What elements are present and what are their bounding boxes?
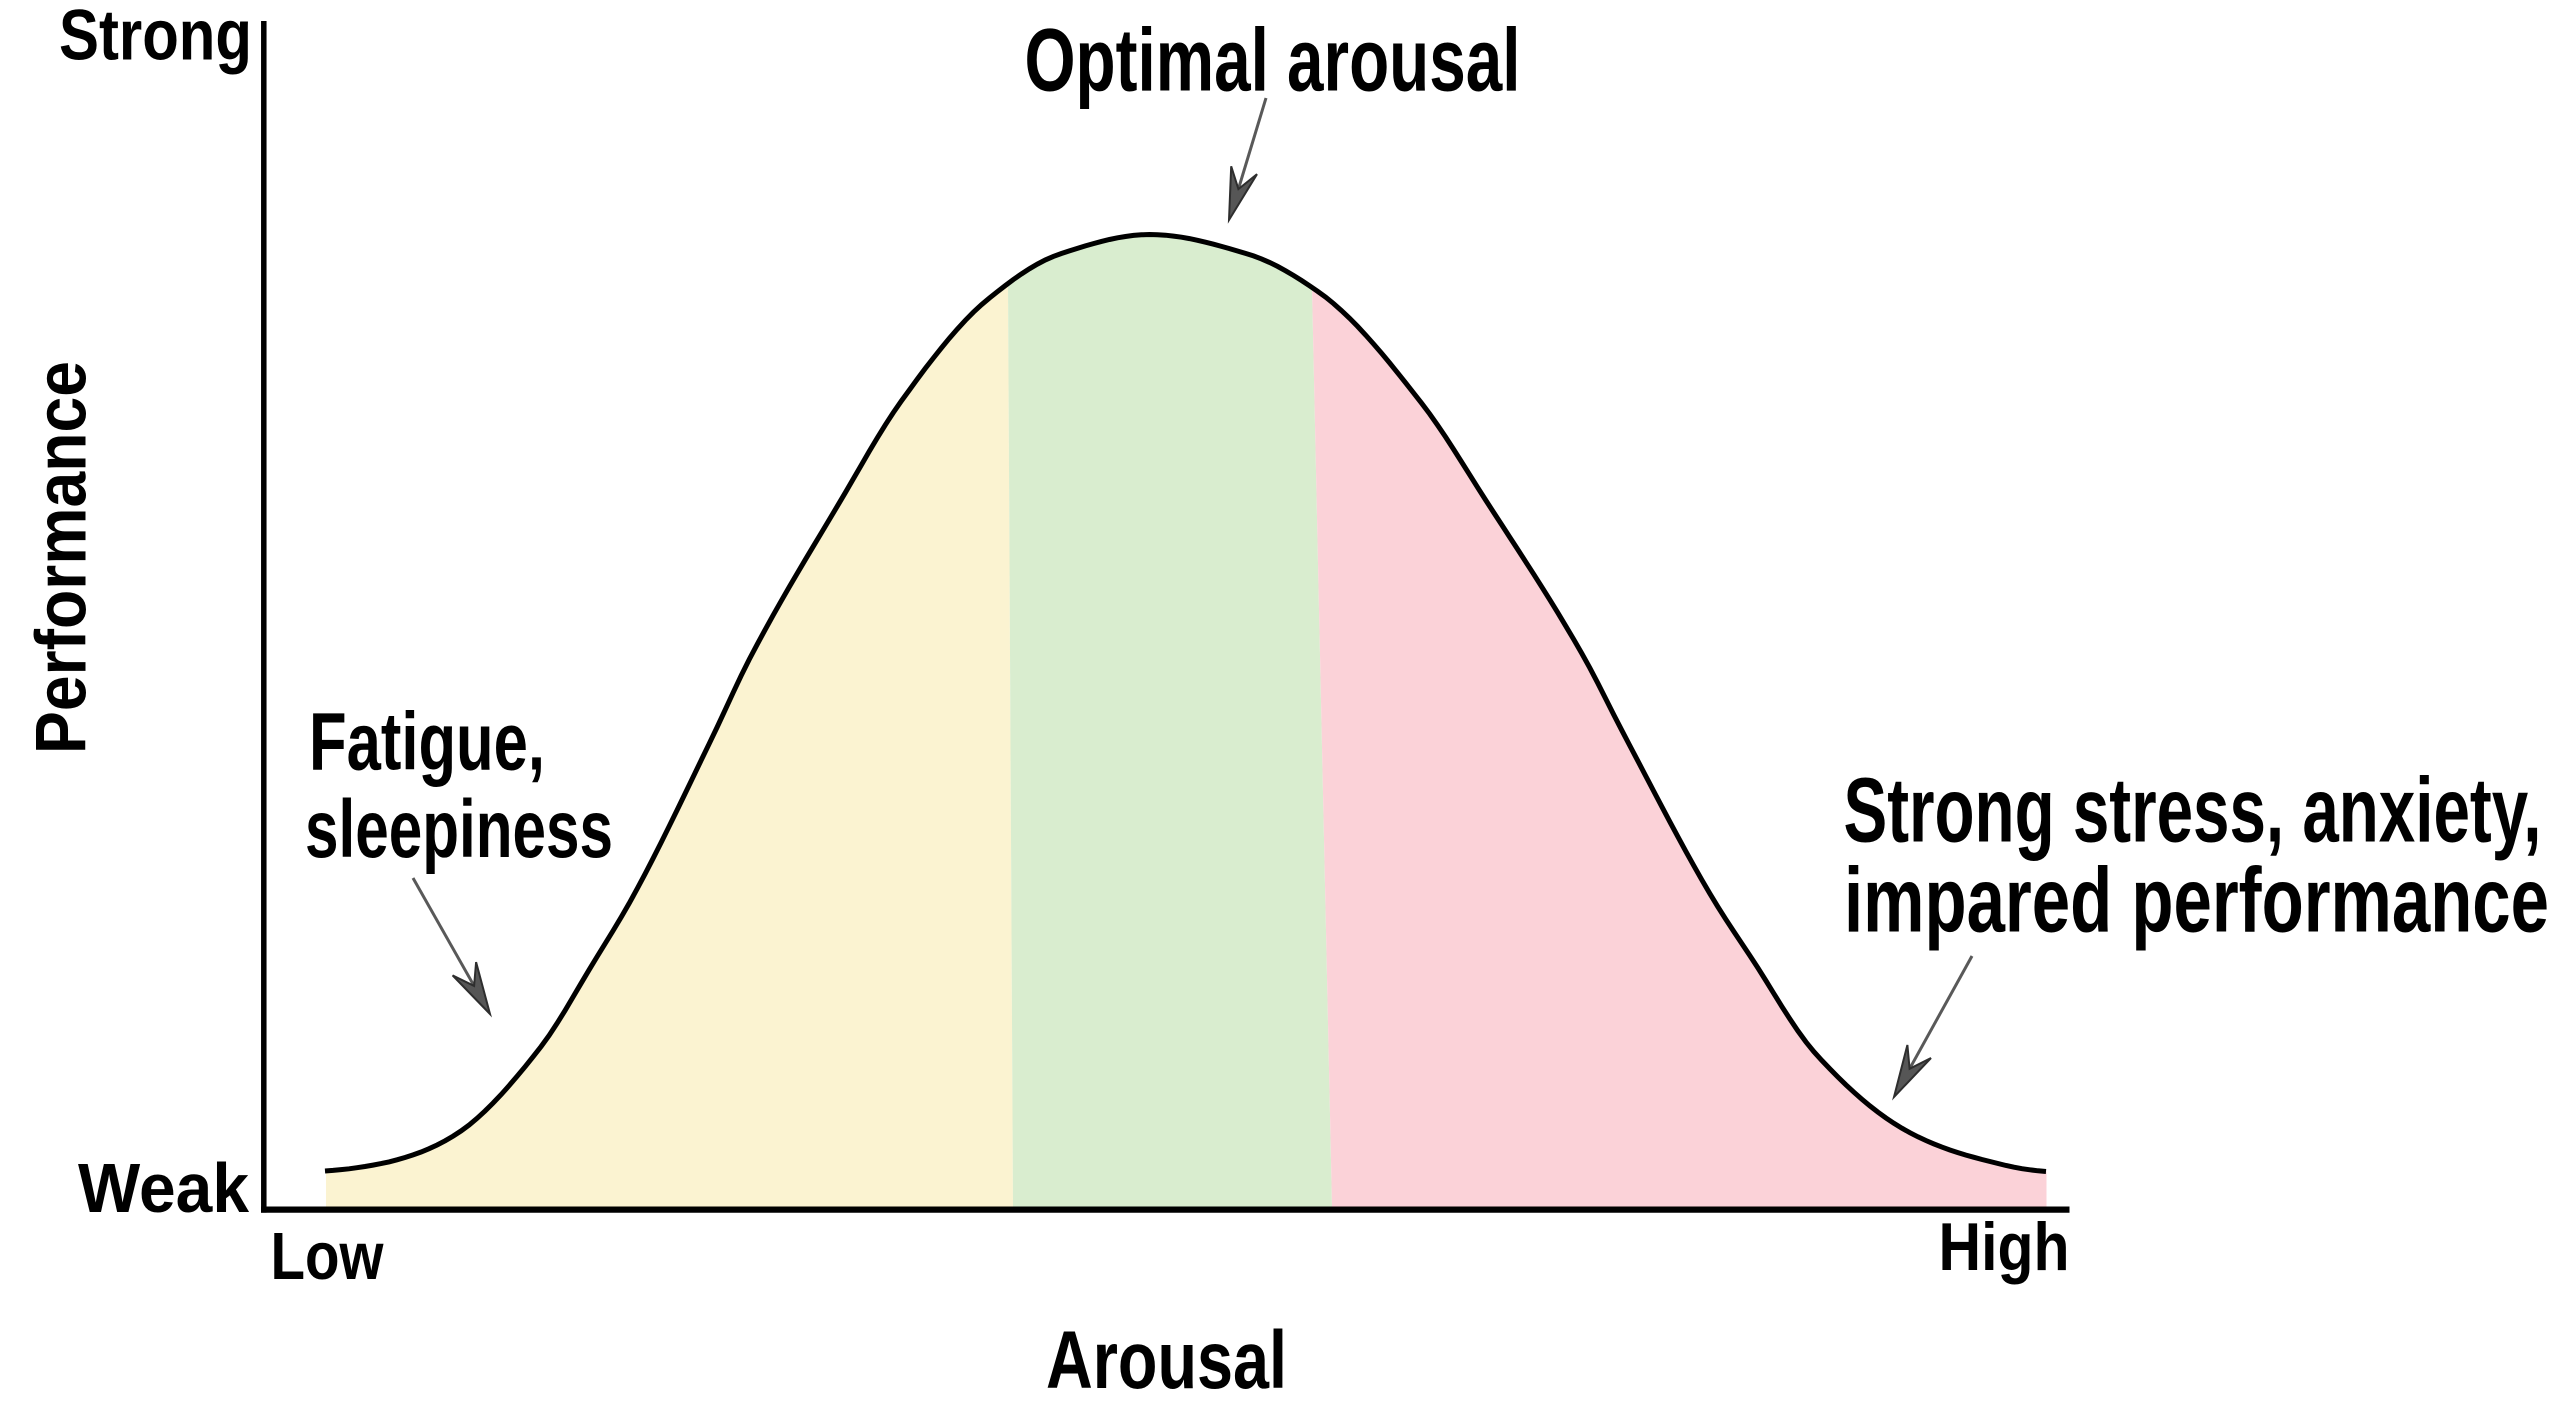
svg-text:Arousal: Arousal xyxy=(1046,1315,1287,1406)
svg-text:Low: Low xyxy=(271,1219,385,1294)
svg-text:Weak: Weak xyxy=(78,1149,249,1227)
svg-text:Strong: Strong xyxy=(59,0,252,76)
svg-text:sleepiness: sleepiness xyxy=(305,784,613,875)
svg-text:Fatigue,: Fatigue, xyxy=(309,697,545,788)
svg-text:Optimal arousal: Optimal arousal xyxy=(1025,10,1521,110)
svg-text:High: High xyxy=(1939,1210,2070,1285)
svg-text:Performance: Performance xyxy=(23,361,102,754)
svg-text:Strong stress, anxiety,: Strong stress, anxiety, xyxy=(1844,760,2542,862)
svg-text:impared performance: impared performance xyxy=(1844,850,2549,952)
